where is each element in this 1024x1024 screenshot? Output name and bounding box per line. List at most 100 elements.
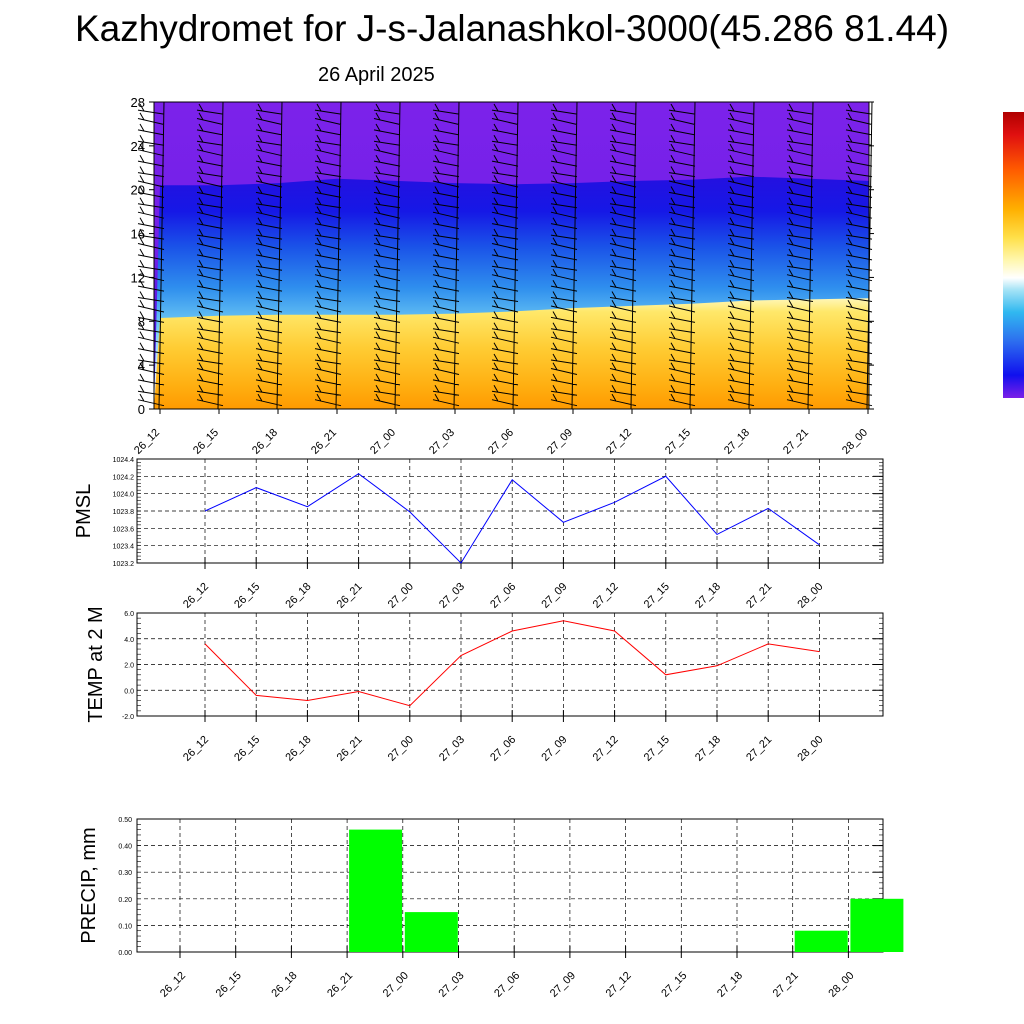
wind-barb — [550, 101, 578, 410]
y-tick-label: 0.40 — [118, 844, 132, 851]
page-title: Kazhydromet for J-s-Jalanashkol-3000(45.… — [74, 8, 950, 49]
wind-barb — [491, 101, 519, 410]
y-tick-label: 1023.2 — [113, 561, 135, 568]
wind-barb — [137, 101, 165, 410]
wind-barb — [668, 101, 696, 410]
wind-barb-column — [786, 101, 814, 410]
x-tick-label: 27_03 — [437, 734, 467, 764]
y-tick-label: 12 — [131, 270, 145, 285]
wind-barb-column — [196, 101, 224, 410]
x-tick-label: 26_12 — [132, 427, 162, 457]
wind-barb — [314, 101, 342, 410]
precip-panel: 0.00 0.10 0.20 0.30 0.40 0.50 26_12 26_15 26_18 2… — [78, 817, 904, 1000]
y-tick-label: 4.0 — [124, 637, 134, 644]
page-subtitle: 26 April 2025 — [318, 64, 435, 86]
x-tick-label: 27_03 — [437, 970, 467, 1000]
wind-barb-column — [727, 101, 755, 410]
precip-bar — [850, 898, 904, 952]
x-tick-label: 28_00 — [795, 734, 825, 764]
y-tick-label: 1024.4 — [113, 457, 135, 464]
wind-barb — [432, 101, 460, 410]
y-tick-label: 2.0 — [124, 663, 134, 670]
x-tick-label: 26_18 — [283, 581, 313, 611]
wind-barb-column — [668, 101, 696, 410]
y-tick-label: 0.0 — [124, 688, 134, 695]
series-line — [204, 620, 820, 707]
y-tick-label: 0.30 — [118, 870, 132, 877]
wind-barb-column — [491, 101, 519, 410]
precip-bar — [404, 912, 458, 952]
y-tick-label: 1023.4 — [113, 544, 135, 551]
x-tick-label: 27_12 — [604, 970, 634, 1000]
y-tick-label: -2.0 — [122, 714, 134, 721]
wind-barb-column — [137, 101, 165, 410]
wind-barb — [786, 101, 814, 410]
x-tick-label: 27_09 — [539, 734, 569, 764]
x-tick-label: 27_18 — [722, 427, 752, 457]
x-tick-label: 27_21 — [744, 734, 774, 764]
y-axis-label: PRECIP, mm — [78, 827, 100, 943]
pmsl-panel: 1023.2 1023.4 1023.6 1023.8 1024.0 1024.2 1024… — [73, 457, 884, 611]
x-tick-label: 27_21 — [771, 970, 801, 1000]
x-tick-label: 28_00 — [795, 581, 825, 611]
x-tick-label: 26_12 — [181, 581, 211, 611]
x-tick-label: 26_15 — [214, 970, 244, 1000]
wind-barb-column — [314, 101, 342, 410]
x-tick-label: 26_12 — [158, 970, 188, 1000]
x-tick-label: 26_21 — [335, 734, 365, 764]
plot-frame — [136, 818, 884, 953]
x-tick-label: 28_00 — [840, 427, 870, 457]
y-tick-label: 0.20 — [118, 897, 132, 904]
x-tick-label: 27_18 — [693, 734, 723, 764]
plot-frame — [153, 101, 870, 410]
y-tick-label: 1024.2 — [113, 474, 135, 481]
wind-barb — [255, 101, 283, 410]
wind-barb-column — [609, 101, 637, 410]
x-tick-label: 27_12 — [591, 581, 621, 611]
y-tick-label: 0.10 — [118, 923, 132, 930]
y-tick-label: 24 — [131, 139, 145, 154]
x-tick-label: 27_21 — [744, 581, 774, 611]
x-tick-label: 27_06 — [488, 734, 518, 764]
x-tick-label: 27_15 — [659, 970, 689, 1000]
x-tick-label: 27_00 — [386, 581, 416, 611]
x-tick-label: 27_12 — [591, 734, 621, 764]
y-axis-label: TEMP at 2 M — [85, 606, 107, 722]
y-tick-label: 6.0 — [124, 611, 134, 618]
wind-barb-column — [255, 101, 283, 410]
x-tick-label: 27_06 — [492, 970, 522, 1000]
x-tick-label: 26_21 — [309, 427, 339, 457]
y-tick-label: 1023.8 — [113, 509, 135, 516]
y-tick-label: 0.00 — [118, 950, 132, 957]
x-tick-label: 27_00 — [368, 427, 398, 457]
y-tick-label: 16 — [131, 227, 145, 242]
x-tick-label: 26_15 — [232, 581, 262, 611]
x-tick-label: 27_03 — [427, 427, 457, 457]
y-axis-label: PMSL — [73, 484, 95, 538]
x-tick-label: 27_15 — [663, 427, 693, 457]
x-tick-label: 27_00 — [381, 970, 411, 1000]
precip-bar — [349, 829, 403, 952]
wind-barb-column — [373, 101, 401, 410]
x-tick-label: 26_18 — [250, 427, 280, 457]
x-tick-label: 27_09 — [548, 970, 578, 1000]
wind-barb-column — [845, 101, 873, 410]
series-line — [204, 473, 820, 564]
x-tick-label: 27_18 — [715, 970, 745, 1000]
x-tick-label: 27_09 — [539, 581, 569, 611]
x-tick-label: 27_15 — [642, 581, 672, 611]
colorbar — [1003, 112, 1024, 398]
precip-bar — [794, 930, 848, 952]
x-tick-label: 27_15 — [642, 734, 672, 764]
wind-barb — [845, 101, 873, 410]
wind-barb — [727, 101, 755, 410]
x-tick-label: 27_21 — [781, 427, 811, 457]
temperature-panel: -2.0 0.0 2.0 4.0 6.0 26_12 26_15 26_18 26_21 27_0… — [85, 606, 884, 764]
x-tick-label: 26_18 — [269, 970, 299, 1000]
y-tick-label: 8 — [138, 314, 145, 329]
x-tick-label: 26_12 — [181, 734, 211, 764]
x-tick-label: 26_15 — [232, 734, 262, 764]
y-tick-label: 0.50 — [118, 817, 132, 824]
x-tick-label: 27_18 — [693, 581, 723, 611]
